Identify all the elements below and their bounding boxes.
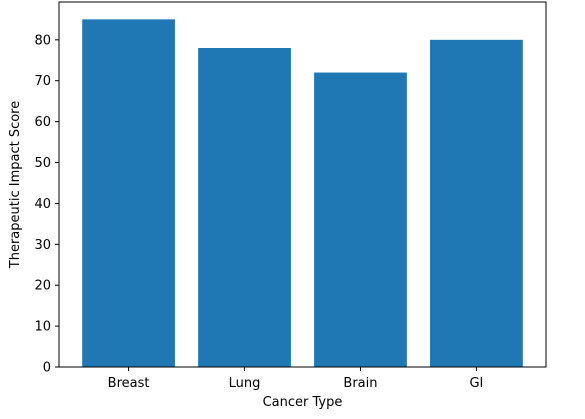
y-tick-label: 30	[34, 238, 51, 253]
bar-breast	[82, 19, 175, 368]
bar-lung	[198, 48, 291, 368]
x-tick-label: Brain	[343, 376, 377, 391]
y-tick-label: 0	[43, 361, 51, 376]
y-tick-label: 50	[34, 156, 51, 171]
y-axis-label: Therapeutic Impact Score	[8, 101, 23, 269]
bar-gi	[430, 39, 523, 367]
x-tick-label: Lung	[229, 376, 261, 391]
x-tick-label: GI	[469, 376, 483, 391]
ticks-group: Breast Lung Brain GI 0 10 20 30 40 50 60 70 80	[34, 33, 483, 391]
y-tick-label: 80	[34, 33, 51, 48]
x-tick-label: Breast	[108, 376, 150, 391]
bars-group	[82, 19, 523, 368]
plot-frame	[58, 1, 547, 368]
y-tick-label: 70	[34, 74, 51, 89]
y-tick-label: 40	[34, 197, 51, 212]
y-tick-label: 10	[34, 320, 51, 335]
x-axis-label: Cancer Type	[263, 395, 343, 410]
bar-brain	[314, 72, 407, 368]
y-tick-label: 20	[34, 279, 51, 294]
y-tick-label: 60	[34, 115, 51, 130]
